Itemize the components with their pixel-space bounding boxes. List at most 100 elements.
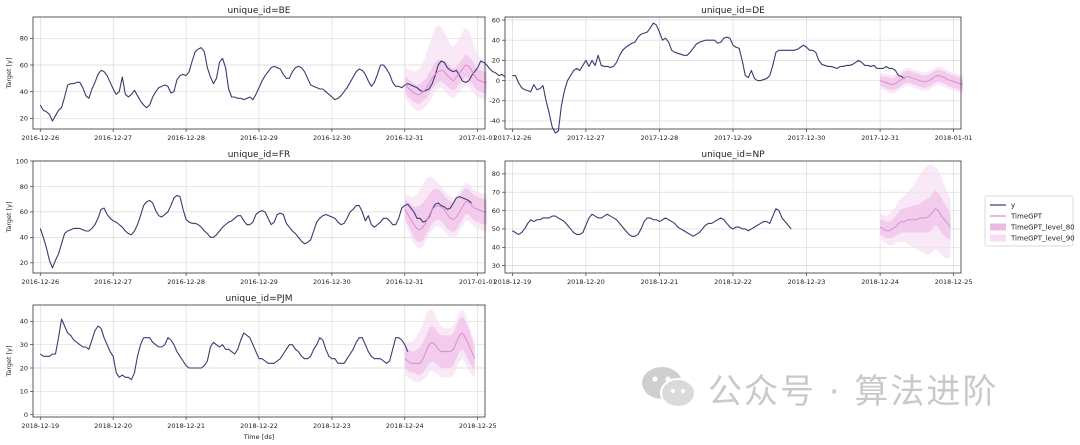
x-tick-label: 2018-12-20	[567, 278, 605, 286]
subplot-5: 0 10 20 30 40 2018-12-19 2018-12-20 2018-12-21 2…	[5, 294, 497, 441]
x-tick-label: 2018-12-25	[459, 422, 497, 430]
x-tick-label: 2016-12-27	[94, 134, 132, 142]
x-tick-label: 2018-12-21	[167, 422, 205, 430]
x-tick-label: 2017-12-27	[567, 134, 605, 142]
subplot-title: unique_id=DE	[701, 6, 765, 16]
y-tick-label: 60	[492, 207, 500, 215]
subplot-title: unique_id=PJM	[226, 294, 293, 304]
subplot-title: unique_id=FR	[228, 150, 291, 160]
series-line-y	[39, 194, 472, 269]
subplot-title: unique_id=NP	[701, 150, 765, 160]
y-axis-label: Target [y]	[5, 57, 13, 89]
y-tick-label: 40	[20, 88, 28, 96]
plot-frame	[32, 304, 486, 418]
legend-label: TimeGPT_level_80	[1010, 224, 1075, 232]
y-axis-label: Target [y]	[5, 201, 13, 233]
y-tick-label: 40	[20, 234, 28, 242]
y-tick-label: 40	[20, 318, 28, 326]
x-tick-label: 2017-12-28	[641, 134, 679, 142]
legend: y TimeGPT TimeGPT_level_80 TimeGPT_level_90	[984, 195, 1075, 247]
x-tick-label: 2016-12-28	[167, 134, 205, 142]
subplot-3: 20 40 60 80 100 2016-12-26 2016-12-27 2016-12-2…	[5, 150, 497, 286]
series-line-y	[512, 22, 905, 134]
series-line-timegpt	[879, 208, 951, 232]
x-tick-label: 2017-12-30	[788, 134, 826, 142]
y-tick-label: 0	[496, 77, 500, 85]
watermark: 公众号 · 算法进阶	[640, 358, 1060, 418]
wechat-icon	[642, 367, 696, 408]
band-timegpt-level-80	[880, 69, 963, 91]
y-tick-label: 80	[20, 183, 28, 191]
series-line-y	[39, 318, 409, 381]
series-line-timegpt	[879, 75, 963, 86]
x-tick-label: 2017-12-31	[861, 134, 899, 142]
y-tick-label: 40	[492, 244, 500, 252]
subplot-2: -40 -20 0 20 40 60 2017-12-26 2017-12-27 2017-12…	[489, 6, 972, 142]
x-tick-label: 2017-12-26	[493, 134, 531, 142]
band-timegpt-level-80	[880, 190, 951, 240]
x-tick-label: 2016-12-30	[313, 278, 351, 286]
x-tick-label: 2018-12-23	[788, 278, 826, 286]
legend-label: y	[1011, 202, 1015, 210]
subplot-title: unique_id=BE	[228, 6, 291, 16]
y-tick-label: 60	[20, 208, 28, 216]
x-tick-label: 2018-01-01	[935, 134, 973, 142]
x-tick-label: 2016-12-29	[240, 134, 278, 142]
x-tick-label: 2016-12-31	[386, 134, 424, 142]
subplot-1: 20 40 60 80 2016-12-26 2016-12-27 2016-12-28 20…	[5, 6, 509, 142]
x-tick-label: 2018-12-24	[386, 422, 424, 430]
x-tick-label: 2016-12-26	[21, 278, 59, 286]
y-tick-label: 30	[20, 341, 28, 349]
y-tick-label: 80	[20, 35, 28, 43]
series-line-timegpt	[404, 64, 487, 95]
y-tick-label: 30	[492, 262, 500, 270]
x-tick-label: 2016-12-26	[21, 134, 59, 142]
x-tick-label: 2017-01-01	[459, 134, 497, 142]
x-tick-label: 2018-12-22	[240, 422, 278, 430]
y-tick-label: 20	[492, 57, 500, 65]
x-axis-label: Time [ds]	[243, 433, 275, 441]
legend-label: TimeGPT_level_90	[1010, 235, 1075, 243]
x-tick-label: 2016-12-28	[167, 278, 205, 286]
y-axis-label: Target [y]	[5, 345, 13, 377]
x-tick-label: 2016-12-30	[313, 134, 351, 142]
y-tick-label: 20	[20, 259, 28, 267]
y-tick-label: 60	[20, 61, 28, 69]
x-tick-label: 2018-12-25	[935, 278, 973, 286]
x-tick-label: 2016-12-29	[240, 278, 278, 286]
x-tick-label: 2016-12-31	[386, 278, 424, 286]
y-tick-label: 70	[492, 189, 500, 197]
legend-swatch	[990, 223, 1006, 231]
legend-box	[984, 195, 1074, 247]
x-tick-label: 2018-12-19	[21, 422, 59, 430]
y-tick-label: 20	[20, 115, 28, 123]
plot-frame	[32, 16, 486, 130]
x-tick-label: 2018-12-20	[94, 422, 132, 430]
y-tick-label: 100	[16, 157, 28, 165]
x-tick-label: 2018-12-19	[493, 278, 531, 286]
subplot-4: 30 40 50 60 70 80 2018-12-19 2018-12-20 2018-12-…	[492, 150, 973, 286]
series-line-y	[512, 208, 792, 237]
y-tick-label: -40	[489, 117, 500, 125]
plot-frame	[504, 16, 962, 130]
y-tick-label: 50	[492, 225, 500, 233]
x-tick-label: 2018-12-23	[313, 422, 351, 430]
x-tick-label: 2017-01-01	[459, 278, 497, 286]
series-line-timegpt	[404, 201, 487, 231]
y-tick-label: 20	[20, 364, 28, 372]
x-tick-label: 2018-12-24	[861, 278, 899, 286]
y-tick-label: -20	[489, 97, 500, 105]
y-tick-label: 60	[492, 16, 500, 24]
series-line-y	[39, 47, 509, 122]
legend-swatch	[990, 234, 1006, 242]
x-tick-label: 2018-12-22	[714, 278, 752, 286]
watermark-text: 公众号 · 算法进阶	[708, 371, 999, 412]
x-tick-label: 2016-12-27	[94, 278, 132, 286]
x-tick-label: 2018-12-21	[641, 278, 679, 286]
band-timegpt-level-80	[404, 54, 487, 104]
y-tick-label: 80	[492, 170, 500, 178]
x-tick-label: 2017-12-29	[714, 134, 752, 142]
y-tick-label: 40	[492, 37, 500, 45]
